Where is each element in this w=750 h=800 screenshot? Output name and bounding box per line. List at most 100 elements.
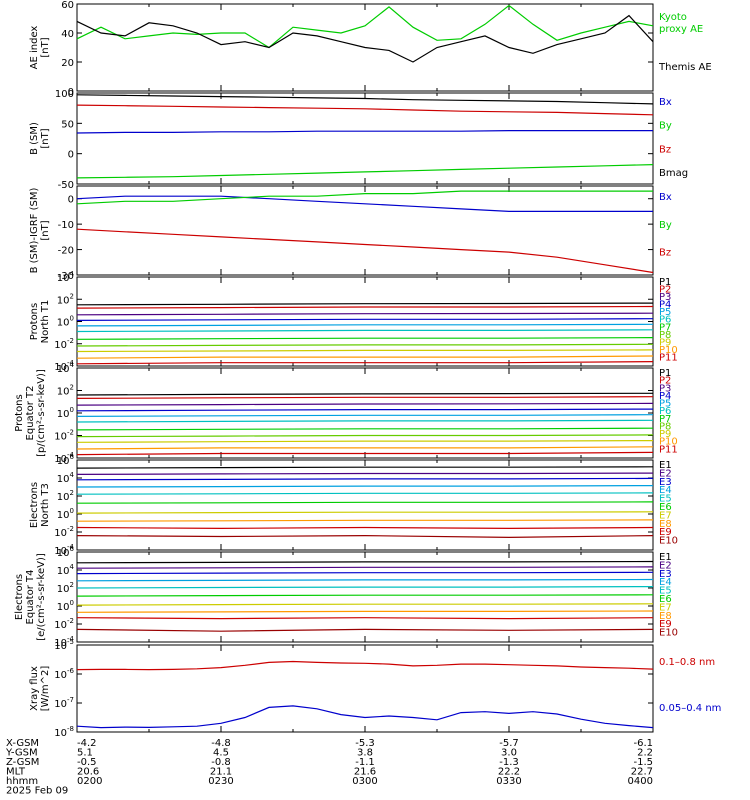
ytick-label: 10-2 bbox=[54, 337, 74, 351]
legend-label: P11 bbox=[659, 352, 678, 363]
ytick-label: 0 bbox=[68, 195, 74, 206]
footer-value: -5.7 bbox=[499, 738, 519, 749]
series-line-e3 bbox=[76, 571, 654, 575]
ylabel-line: North T3 bbox=[40, 483, 51, 527]
legend-label: E1 bbox=[659, 460, 672, 471]
series-line-p4 bbox=[76, 408, 654, 412]
ytick-label: 0 bbox=[68, 87, 74, 98]
ylabel-line: Protons bbox=[14, 394, 25, 431]
legend-label: Bx bbox=[659, 97, 672, 108]
series-line-p2 bbox=[76, 396, 654, 399]
ytick-label: 102 bbox=[57, 292, 74, 306]
ylabel-line: Protons bbox=[29, 303, 40, 340]
legend-label: Kyoto bbox=[659, 12, 687, 23]
ytick-label: 10-2 bbox=[54, 617, 74, 631]
ytick-label: 100 bbox=[57, 507, 74, 521]
series-line-p7 bbox=[76, 337, 654, 340]
legend-label: P10 bbox=[659, 345, 678, 356]
series-line-p1 bbox=[76, 302, 654, 306]
legend-label: E5 bbox=[659, 494, 672, 505]
ylabel-line: Equator T4 bbox=[25, 570, 36, 625]
series-line-e2 bbox=[76, 566, 654, 569]
ytick-label: 100 bbox=[57, 599, 74, 613]
series-line-p9 bbox=[76, 440, 654, 443]
series-line-bz bbox=[76, 104, 654, 116]
panel-frame bbox=[76, 551, 654, 643]
legend-label: P4 bbox=[659, 300, 671, 311]
ytick-label: 104 bbox=[57, 361, 75, 375]
series-line-0-1-0-8-nm bbox=[76, 660, 654, 671]
ytick-label: 100 bbox=[55, 89, 74, 100]
legend-label: P1 bbox=[659, 368, 671, 379]
series-line-e8 bbox=[76, 610, 654, 613]
legend-label: P4 bbox=[659, 391, 671, 402]
ytick-label: 10-5 bbox=[54, 638, 74, 652]
legend-label: P6 bbox=[659, 315, 671, 326]
footer-value: -5.3 bbox=[355, 738, 375, 749]
footer-value: -0.8 bbox=[211, 757, 231, 768]
footer-value: 22.2 bbox=[498, 767, 520, 778]
legend-label: E9 bbox=[659, 619, 672, 630]
series-line-e10 bbox=[76, 628, 654, 632]
panel-frame bbox=[76, 367, 654, 459]
ytick-label: 20 bbox=[61, 58, 74, 69]
series-line-e1 bbox=[76, 560, 654, 564]
ylabel-line: Equator T2 bbox=[25, 386, 36, 441]
ytick-label: 102 bbox=[57, 581, 74, 595]
ytick-label: -20 bbox=[58, 246, 74, 257]
legend-label: P10 bbox=[659, 437, 678, 448]
legend-label: 0.1–0.8 nm bbox=[659, 657, 715, 668]
series-line-e1 bbox=[76, 466, 654, 469]
legend-label: E7 bbox=[659, 602, 672, 613]
legend-label: E8 bbox=[659, 611, 672, 622]
ytick-label: 104 bbox=[57, 563, 75, 577]
ytick-label: 10-8 bbox=[54, 725, 74, 739]
ytick-label: 0 bbox=[68, 150, 74, 161]
ylabel-line: North T1 bbox=[40, 300, 51, 344]
footer-value: 0400 bbox=[628, 776, 653, 787]
series-line-p6 bbox=[76, 329, 654, 333]
footer-value: 20.6 bbox=[77, 767, 99, 778]
legend-label: E4 bbox=[659, 577, 672, 588]
footer-row-label: Y-GSM bbox=[5, 748, 38, 759]
legend-label: P2 bbox=[659, 376, 671, 387]
legend-label: E2 bbox=[659, 468, 672, 479]
series-line-e2 bbox=[76, 472, 654, 475]
ytick-label: 106 bbox=[57, 545, 75, 559]
legend-label: P2 bbox=[659, 285, 671, 296]
ytick-label: 10-2 bbox=[54, 525, 74, 539]
ylabel-line: [p/(cm²-s-sr-keV)] bbox=[36, 369, 47, 457]
legend-label: E5 bbox=[659, 586, 672, 597]
legend-label: P7 bbox=[659, 414, 671, 425]
panel-frame bbox=[76, 644, 654, 733]
series-line-e5 bbox=[76, 492, 654, 495]
legend-label: E8 bbox=[659, 519, 672, 530]
legend-label: By bbox=[659, 121, 672, 132]
series-line-bmag bbox=[76, 94, 654, 105]
footer-value: -1.1 bbox=[355, 757, 375, 768]
legend-label: P11 bbox=[659, 444, 678, 455]
series-line-e9 bbox=[76, 526, 654, 530]
legend-label: P8 bbox=[659, 421, 671, 432]
footer-value: -1.5 bbox=[633, 757, 653, 768]
series-line-e6 bbox=[76, 501, 654, 504]
legend-label: Themis AE bbox=[658, 62, 712, 73]
footer-row-label: X-GSM bbox=[6, 738, 39, 749]
series-line-bz bbox=[76, 228, 654, 274]
series-line-p1 bbox=[76, 392, 654, 396]
series-line-p10 bbox=[76, 446, 654, 450]
panel-frame bbox=[76, 276, 654, 367]
series-line-e5 bbox=[76, 585, 654, 589]
ylabel-line: AE index bbox=[29, 26, 40, 70]
ylabel-line: [nT] bbox=[40, 128, 51, 148]
footer-row-label: hhmm bbox=[6, 776, 38, 787]
series-line-0-05-0-4-nm bbox=[76, 705, 654, 729]
series-line-e7 bbox=[76, 511, 654, 514]
ylabel-line: Electrons bbox=[14, 574, 25, 620]
series-line-bx bbox=[76, 130, 653, 134]
